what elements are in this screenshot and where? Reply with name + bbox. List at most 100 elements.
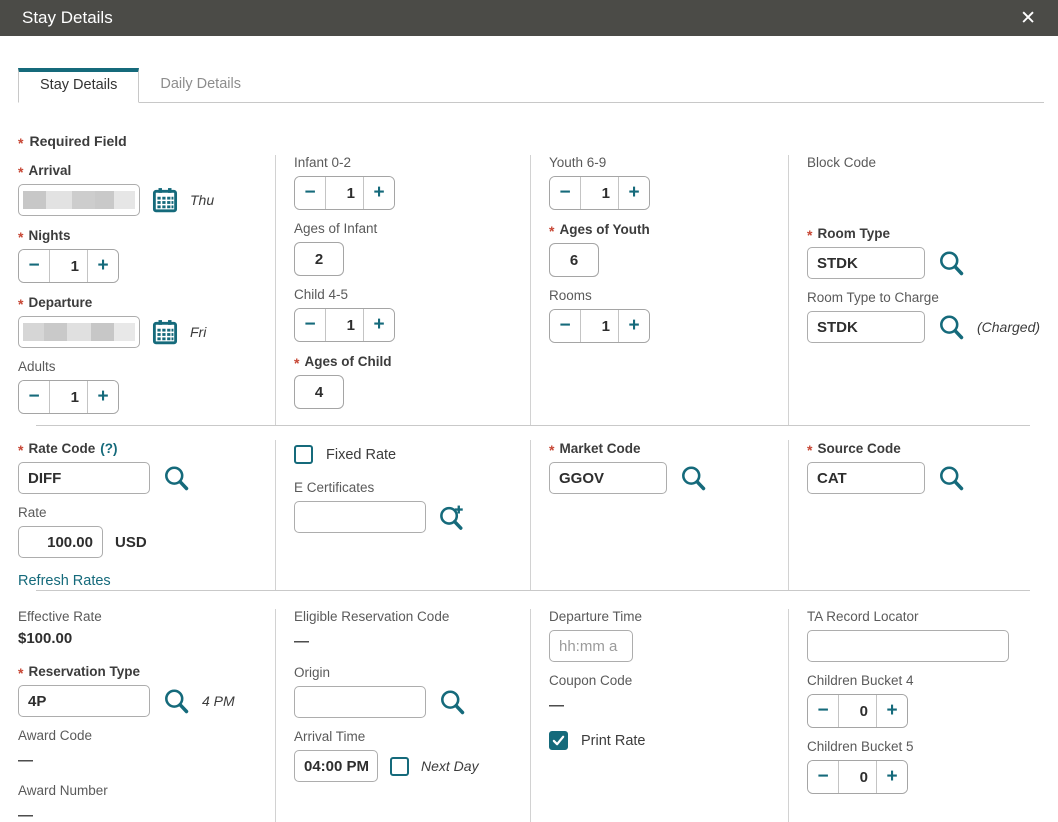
close-icon[interactable]: ✕ [1020,7,1036,29]
search-icon[interactable] [162,464,190,492]
section-divider [36,590,1030,591]
modal-header: Stay Details ✕ [0,0,1058,36]
search-icon[interactable] [937,464,965,492]
minus-button[interactable]: − [808,761,838,793]
plus-button[interactable]: + [88,381,118,413]
source-code-input[interactable] [807,462,925,494]
plus-button[interactable]: + [364,309,394,341]
e-certificates-label: E Certificates [294,480,375,495]
ages-of-child-input[interactable]: 4 [294,375,344,409]
minus-button[interactable]: − [19,381,49,413]
child-label: Child 4-5 [294,287,349,302]
award-number-label: Award Number [18,783,108,798]
eligible-reservation-code-label: Eligible Reservation Code [294,609,450,624]
children-bucket-5-label: Children Bucket 5 [807,739,914,754]
eligible-reservation-code-value: — [294,633,309,650]
charged-note: (Charged) [977,319,1041,335]
next-day-checkbox[interactable] [390,756,409,776]
arrival-time-input[interactable] [294,750,378,782]
search-icon[interactable] [438,688,466,716]
minus-button[interactable]: − [295,177,325,209]
search-plus-icon[interactable] [438,503,466,531]
search-icon[interactable] [937,249,965,277]
room-type-to-charge-input[interactable] [807,311,925,343]
children-bucket-5-value[interactable]: 0 [838,761,877,793]
plus-button[interactable]: + [619,177,649,209]
adults-value[interactable]: 1 [49,381,88,413]
calendar-icon[interactable] [152,319,178,345]
children-bucket-4-value[interactable]: 0 [838,695,877,727]
e-certificates-input[interactable] [294,501,426,533]
origin-input[interactable] [294,686,426,718]
plus-button[interactable]: + [877,761,907,793]
rate-input[interactable] [18,526,103,558]
nights-label: Nights [28,227,71,243]
plus-button[interactable]: + [877,695,907,727]
block-code-label: Block Code [807,155,877,170]
rate-code-help-link[interactable]: (?) [100,440,118,456]
section-stay: * Required Field * Arrival Thu [18,103,1044,425]
calendar-icon[interactable] [152,187,178,213]
plus-button[interactable]: + [88,250,118,282]
search-icon[interactable] [162,687,190,715]
departure-time-label: Departure Time [549,609,643,624]
child-value[interactable]: 1 [325,309,364,341]
youth-label: Youth 6-9 [549,155,607,170]
children-bucket-4-label: Children Bucket 4 [807,673,914,688]
reservation-type-note: 4 PM [202,693,235,709]
rate-code-label: Rate Code [28,440,96,456]
search-icon[interactable] [679,464,707,492]
ta-record-locator-input[interactable] [807,630,1009,662]
tab-daily-details[interactable]: Daily Details [160,76,241,92]
currency-label: USD [115,533,147,551]
ages-of-child-label: Ages of Child [304,353,392,369]
section-rate: * Rate Code (?) Rate USD [18,426,1044,590]
award-code-label: Award Code [18,728,93,743]
print-rate-label: Print Rate [581,732,646,749]
section-details: Effective Rate $100.00 * Reservation Type… [18,591,1044,822]
departure-day-note: Fri [190,324,207,340]
ages-of-infant-input[interactable]: 2 [294,242,344,276]
infant-stepper: − 1 + [294,176,395,210]
adults-label: Adults [18,359,56,374]
room-type-input[interactable] [807,247,925,279]
minus-button[interactable]: − [808,695,838,727]
youth-value[interactable]: 1 [580,177,619,209]
origin-label: Origin [294,665,331,680]
effective-rate-value: $100.00 [18,630,73,647]
departure-date-input[interactable] [18,316,140,348]
fixed-rate-checkbox[interactable] [294,445,313,464]
minus-button[interactable]: − [295,309,325,341]
minus-button[interactable]: − [550,177,580,209]
infant-label: Infant 0-2 [294,155,352,170]
plus-button[interactable]: + [364,177,394,209]
room-type-label: Room Type [817,225,890,241]
modal-title: Stay Details [22,8,113,27]
reservation-type-label: Reservation Type [28,663,140,679]
reservation-type-input[interactable] [18,685,150,717]
infant-value[interactable]: 1 [325,177,364,209]
tab-stay-details[interactable]: Stay Details [18,68,140,103]
coupon-code-label: Coupon Code [549,673,633,688]
required-field-legend: * Required Field [18,133,127,151]
minus-button[interactable]: − [19,250,49,282]
plus-button[interactable]: + [619,310,649,342]
ages-of-youth-input[interactable]: 6 [549,243,599,277]
arrival-date-input[interactable] [18,184,140,216]
market-code-input[interactable] [549,462,667,494]
minus-button[interactable]: − [550,310,580,342]
effective-rate-label: Effective Rate [18,609,102,624]
rooms-label: Rooms [549,288,592,303]
coupon-code-value: — [549,697,564,714]
departure-time-input[interactable] [549,630,633,662]
rooms-stepper: − 1 + [549,309,650,343]
nights-value[interactable]: 1 [49,250,88,282]
refresh-rates-link[interactable]: Refresh Rates [18,573,111,589]
search-icon[interactable] [937,313,965,341]
rooms-value[interactable]: 1 [580,310,619,342]
rate-code-input[interactable] [18,462,150,494]
nights-stepper: − 1 + [18,249,119,283]
rate-label: Rate [18,505,47,520]
print-rate-checkbox[interactable] [549,731,568,750]
